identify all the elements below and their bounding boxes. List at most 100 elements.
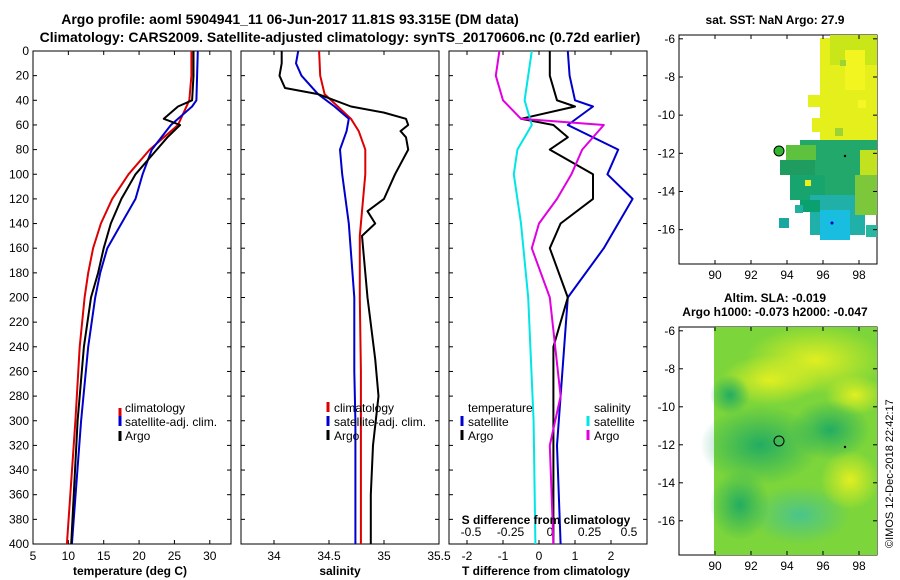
figure-title-line1: Argo profile: aoml 5904941_11 06-Jun-201…	[61, 11, 519, 27]
sst-xtick-label: 98	[852, 268, 866, 282]
temperature-xtick-label: 10	[62, 549, 76, 563]
sla-xticks: 90 92 94 96 98	[708, 327, 866, 573]
difference-xtick-label: 0	[536, 549, 543, 563]
sla-map-title-line1: Altim. SLA: -0.019	[724, 291, 826, 305]
difference-top-xtick-label: -0.25	[497, 525, 525, 539]
sla-ytick-label: -10	[658, 400, 676, 414]
ytick-label: 100	[9, 167, 29, 181]
ytick-label: 280	[9, 389, 29, 403]
sla-ytick-label: -16	[658, 514, 676, 528]
ytick-label: 80	[16, 143, 30, 157]
ytick-label: 220	[9, 315, 29, 329]
sst-xtick-label: 92	[744, 268, 758, 282]
sla-map-title-line2: Argo h1000: -0.073 h2000: -0.047	[682, 305, 868, 319]
difference-series-s-satellite	[512, 51, 537, 544]
sla-xtick-label: 90	[708, 559, 722, 573]
sst-cell	[860, 150, 877, 175]
legend-label-satellite: satellite-adj. clim.	[125, 415, 217, 429]
sst-ytick-label: -16	[658, 223, 676, 237]
difference-plot-frame	[448, 50, 648, 545]
temperature-plot-frame	[32, 50, 232, 545]
temperature-legend: climatology satellite-adj. clim. Argo	[118, 401, 217, 443]
sla-ytick-label: -6	[664, 324, 675, 338]
sla-yticks: -6 -8 -10 -12 -14 -16	[658, 324, 877, 528]
ytick-label: 400	[9, 537, 29, 551]
legend-label-satellite: satellite-adj. clim.	[334, 415, 426, 429]
argo-location-marker	[773, 435, 785, 447]
argo-location-dot	[843, 154, 847, 158]
salinity-plot-frame	[240, 50, 440, 545]
ytick-label: 260	[9, 364, 29, 378]
ytick-label: 340	[9, 463, 29, 477]
ytick-label: 40	[16, 93, 30, 107]
sst-field	[779, 35, 877, 240]
sst-cell	[866, 225, 877, 237]
credit-text: ©IMOS 12-Dec-2018 22:42:17	[884, 399, 896, 548]
temperature-xtick-label: 25	[168, 549, 182, 563]
ytick-label: 160	[9, 241, 29, 255]
sst-cell	[800, 200, 820, 212]
sst-cell	[780, 160, 815, 175]
temperature-xtick-label: 30	[203, 549, 217, 563]
difference-top-xtick-label: 0.5	[621, 525, 638, 539]
sst-cell	[786, 145, 816, 160]
difference-top-xlabel: S difference from climatology	[462, 513, 631, 527]
difference-xtick-label: 1	[572, 549, 579, 563]
sla-low-patch	[750, 485, 850, 545]
legend-label-climatology: climatology	[334, 401, 394, 415]
sst-cell	[845, 50, 865, 90]
sst-cell	[855, 175, 877, 215]
sst-ytick-label: -12	[658, 146, 676, 160]
sst-cell	[835, 128, 843, 136]
sla-xtick-label: 98	[852, 559, 866, 573]
legend-title-salinity: salinity	[594, 401, 631, 415]
difference-xtick-label: -1	[498, 549, 509, 563]
sst-yticks: -6 -8 -10 -12 -14 -16	[658, 32, 877, 237]
salinity-series-argo	[278, 51, 410, 544]
sla-low-patch	[710, 375, 750, 415]
temperature-xtick-label: 20	[132, 549, 146, 563]
temperature-series-satellite-adj-clim-	[70, 51, 199, 544]
ytick-label: 240	[9, 340, 29, 354]
difference-top-xtick-label: -0.5	[461, 525, 482, 539]
sst-ytick-label: -14	[658, 184, 676, 198]
sla-ytick-label: -12	[658, 438, 676, 452]
sst-ytick-label: -10	[658, 108, 676, 122]
ytick-label: 60	[16, 118, 30, 132]
difference-xlabel: T difference from climatology	[462, 564, 630, 578]
sst-cell	[795, 205, 803, 213]
sst-cell	[805, 180, 811, 186]
sla-low-patch	[790, 400, 870, 460]
sla-xtick-label: 96	[816, 559, 830, 573]
difference-series-s-argo	[494, 51, 605, 544]
sst-cell	[820, 210, 850, 240]
temperature-xtick-label: 5	[30, 549, 37, 563]
salinity-series-climatology	[318, 51, 367, 544]
ytick-label: 320	[9, 438, 29, 452]
salinity-xtick-label: 35	[377, 549, 391, 563]
ytick-label: 360	[9, 488, 29, 502]
difference-top-xtick-label: 0.25	[578, 525, 602, 539]
temperature-series-climatology	[65, 51, 193, 544]
salinity-xtick-label: 35.5	[427, 549, 451, 563]
ytick-label: 300	[9, 414, 29, 428]
sst-cell	[808, 95, 828, 107]
figure-title-line2: Climatology: CARS2009. Satellite-adjuste…	[40, 29, 641, 45]
difference-legend: temperature satellite Argo salinity sate…	[460, 401, 635, 443]
sst-xticks: 90 92 94 96 98	[708, 35, 866, 282]
sst-xtick-label: 90	[708, 268, 722, 282]
temperature-panel: 0 20 40 60 80 100 120 140 160 180 200 220 240 260 280 3…	[9, 44, 232, 563]
sst-ytick-label: -8	[664, 70, 675, 84]
sst-cell	[779, 218, 789, 228]
salinity-xtick-label: 34	[267, 549, 281, 563]
ytick-label: 200	[9, 291, 29, 305]
legend-label-argo: Argo	[125, 429, 151, 443]
sst-cell	[840, 60, 846, 66]
difference-xtick-label: 2	[608, 549, 615, 563]
sst-map-title: sat. SST: NaN Argo: 27.9	[706, 13, 845, 27]
sla-low-patch	[710, 470, 770, 540]
argo-location-dot	[843, 445, 847, 449]
sst-xtick-label: 96	[816, 268, 830, 282]
difference-series-t-argo	[520, 51, 594, 544]
sla-field	[700, 327, 877, 555]
